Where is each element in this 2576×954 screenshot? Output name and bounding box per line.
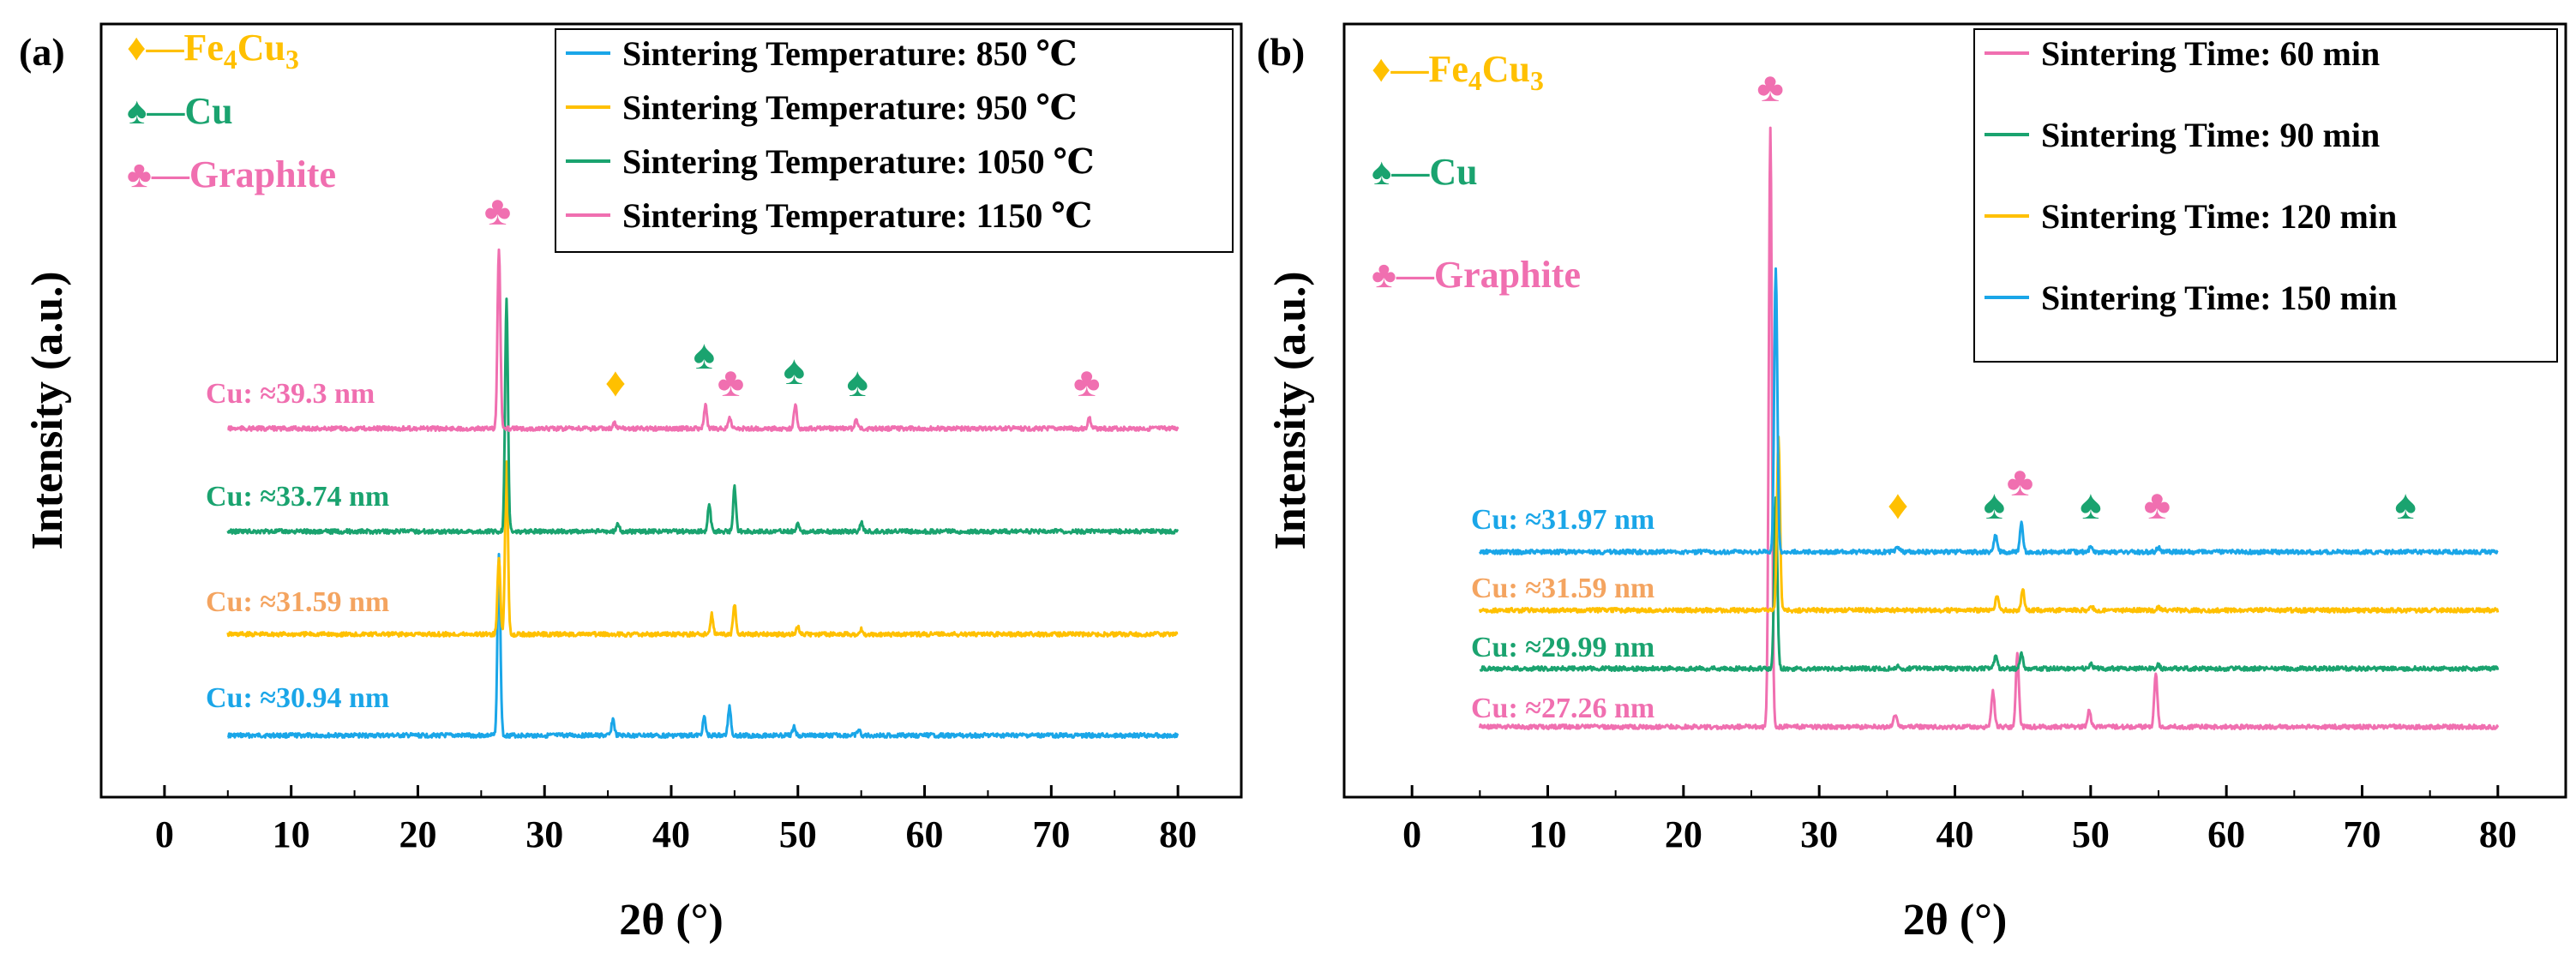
x-tick-label: 0 [155, 813, 174, 855]
size-annotation: Cu: ≈29.99 nm [1471, 632, 1654, 663]
peak-marker: ♠ [2080, 483, 2102, 528]
size-annotation: Cu: ≈31.97 nm [1471, 504, 1654, 536]
legend-entry: Sintering Time: 90 min [2041, 116, 2380, 154]
x-tick-label: 70 [1032, 813, 1070, 855]
legend-entry: Sintering Temperature: 950 ℃ [622, 88, 1078, 127]
x-tick-label: 10 [1529, 813, 1567, 855]
legend-entry: Sintering Time: 60 min [2041, 34, 2380, 73]
series-line [226, 460, 1179, 638]
series-line [227, 553, 1180, 739]
x-tick-label: 20 [1665, 813, 1702, 855]
legend-entry: Sintering Temperature: 850 ℃ [622, 34, 1078, 73]
phase-legend-entry: ♠—Cu [127, 90, 233, 132]
series-line [226, 297, 1180, 535]
peak-marker: ♣ [2144, 483, 2171, 528]
x-tick-label: 50 [2072, 813, 2110, 855]
size-annotation: Cu: ≈27.26 nm [1471, 693, 1654, 724]
peak-marker: ♣ [484, 189, 512, 234]
phase-legend-entry: ♣—Graphite [127, 153, 336, 195]
size-annotation: Cu: ≈33.74 nm [206, 481, 389, 513]
phase-legend-entry: ♣—Graphite [1372, 254, 1581, 296]
peak-marker: ♠ [784, 348, 806, 393]
x-tick-label: 30 [1800, 813, 1838, 855]
peak-marker: ♣ [718, 360, 745, 405]
peak-marker: ♠ [846, 360, 868, 405]
x-tick-label: 60 [2207, 813, 2245, 855]
peak-marker: ♣ [1073, 360, 1101, 405]
legend-box [555, 28, 1234, 253]
size-annotation: Cu: ≈30.94 nm [206, 682, 389, 714]
x-tick-label: 50 [779, 813, 817, 855]
series-line [1478, 126, 2500, 730]
x-tick-label: 70 [2344, 813, 2381, 855]
x-tick-label: 0 [1402, 813, 1421, 855]
panel-label: (b) [1257, 30, 1305, 74]
peak-marker: ♣ [2007, 459, 2034, 505]
peak-marker: ♦ [1888, 483, 1909, 528]
legend-entry: Sintering Time: 120 min [2041, 197, 2397, 236]
x-tick-label: 20 [399, 813, 436, 855]
phase-legend-entry: ♠—Cu [1372, 151, 1478, 193]
x-tick-label: 40 [1937, 813, 1974, 855]
x-axis-label: 2θ (°) [1903, 896, 2008, 945]
peak-marker: ♠ [1984, 483, 2006, 528]
phase-legend-entry: ♦—Fe4Cu3 [127, 27, 299, 75]
peak-marker: ♠ [694, 333, 716, 378]
x-tick-label: 60 [906, 813, 944, 855]
series-line [1478, 267, 2499, 555]
x-axis-label: 2θ (°) [619, 896, 724, 945]
phase-legend-entry: ♦—Fe4Cu3 [1372, 48, 1544, 96]
size-annotation: Cu: ≈39.3 nm [206, 378, 375, 410]
x-tick-label: 40 [652, 813, 690, 855]
legend-box [1973, 28, 2558, 363]
series-line [227, 248, 1180, 432]
peak-marker: ♠ [2394, 483, 2417, 528]
panel-a: (a) 0 10 20 30 40 50 60 70 80 2θ (°) Intensity (a.u… [19, 22, 1243, 945]
series-line [1478, 435, 2500, 614]
y-axis-label: Intensity (a.u.) [1266, 271, 1315, 549]
legend-entry: Sintering Temperature: 1150 ℃ [622, 196, 1092, 235]
x-tick-label: 80 [1159, 813, 1197, 855]
panel-b: (b) 0 10 20 30 40 50 60 70 80 2θ (°) Intensity (a.u… [1257, 22, 2567, 945]
x-tick-label: 30 [525, 813, 563, 855]
x-tick-label: 10 [273, 813, 310, 855]
peak-marker: ♦ [605, 360, 627, 405]
y-axis-label: Intensity (a.u.) [23, 271, 72, 549]
series-line [1479, 496, 2500, 672]
panel-label: (a) [19, 30, 65, 74]
legend-entry: Sintering Time: 150 min [2041, 279, 2397, 317]
size-annotation: Cu: ≈31.59 nm [206, 586, 389, 618]
x-tick-label: 80 [2479, 813, 2517, 855]
peak-marker: ♣ [1756, 65, 1784, 111]
legend-entry: Sintering Temperature: 1050 ℃ [622, 142, 1095, 181]
size-annotation: Cu: ≈31.59 nm [1471, 573, 1654, 604]
